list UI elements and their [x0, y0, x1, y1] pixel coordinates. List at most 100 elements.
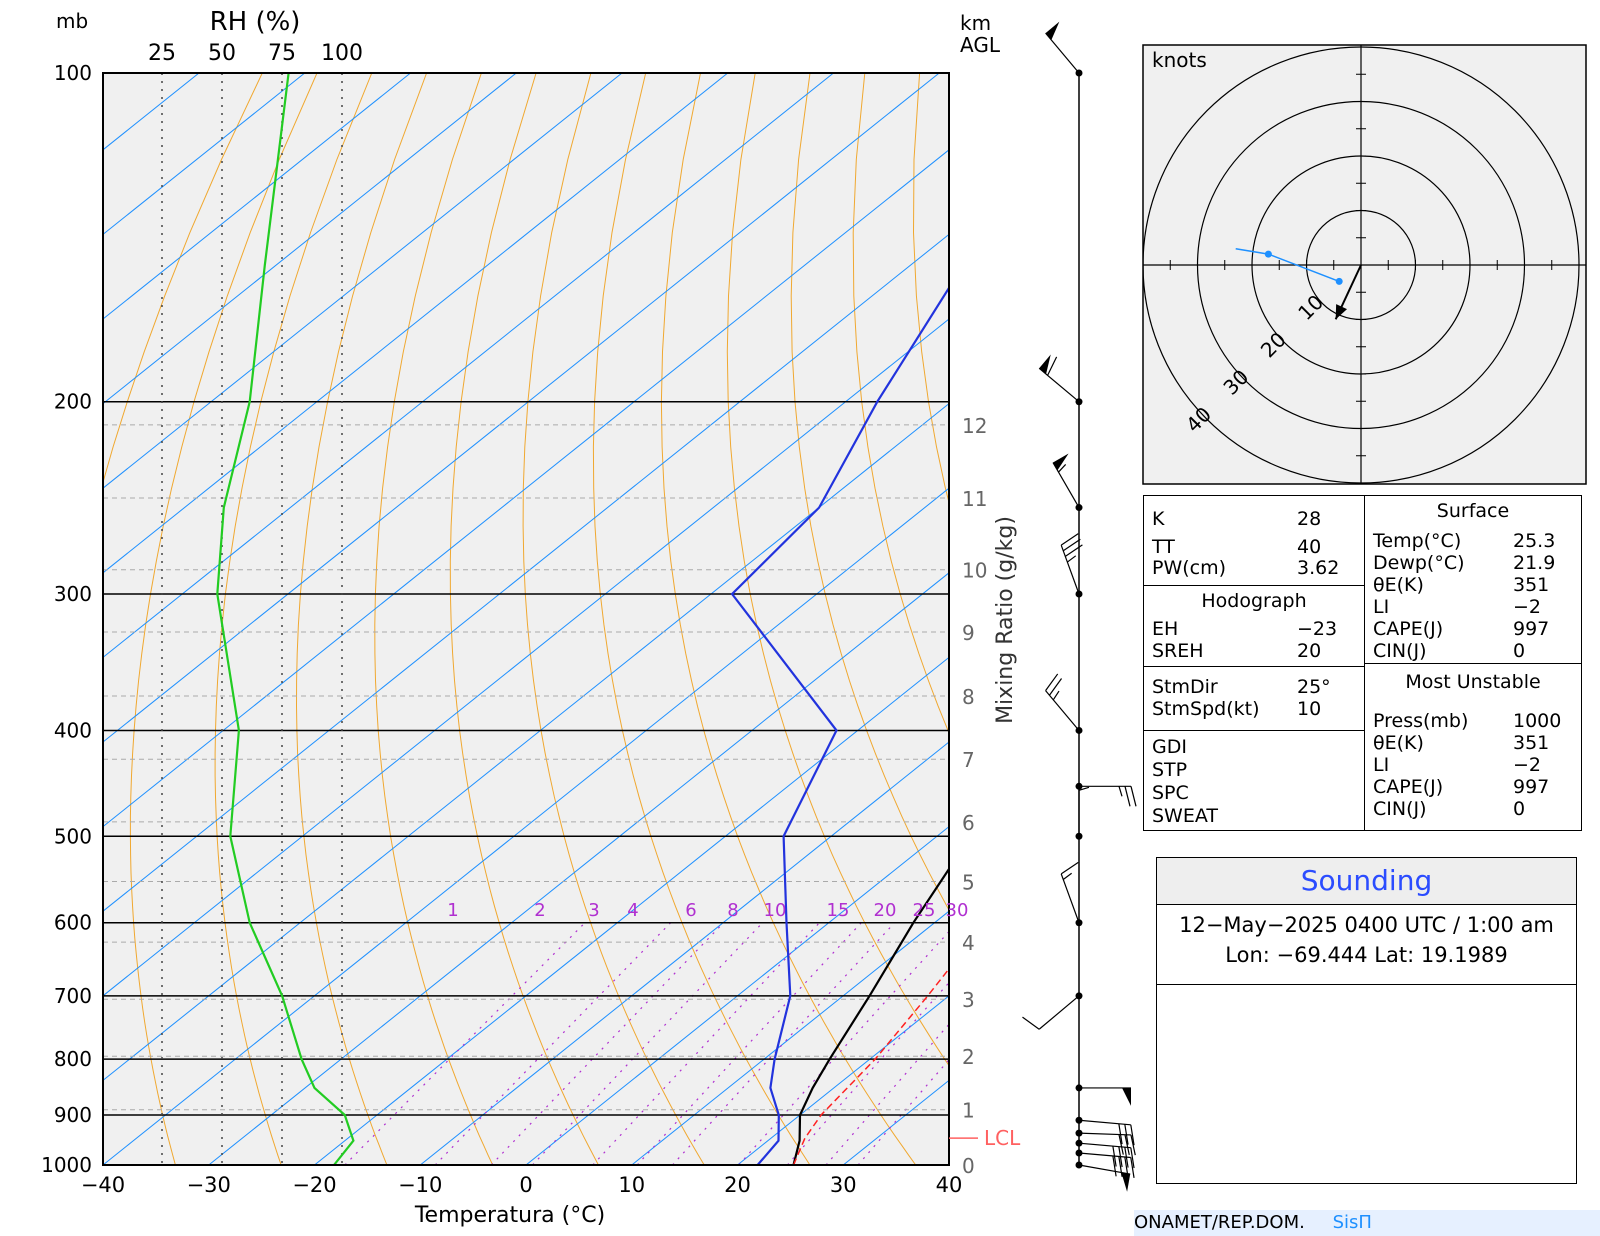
wind-barb-full [1130, 1124, 1135, 1146]
rh-tick-label: 100 [321, 41, 363, 66]
most-unstable-row-label: θE(K) [1373, 732, 1424, 754]
surface-title: Surface [1436, 500, 1510, 522]
isotherm [103, 73, 411, 320]
wind-barb-full [1130, 1157, 1135, 1178]
mixing-ratio-label: 25 [913, 900, 936, 921]
lcl-label: LCL [984, 1126, 1021, 1150]
footer-org: ONAMET/REP.DOM. [1134, 1212, 1305, 1233]
wind-barb-full [1124, 1124, 1129, 1145]
surface-row-value: 0 [1513, 640, 1526, 662]
wind-barb-full [1124, 1134, 1130, 1156]
stmspd-value: 10 [1297, 698, 1322, 720]
wind-barb-full [1130, 1147, 1135, 1169]
wind-barb-full [1022, 1016, 1040, 1030]
pressure-tick-label: 1000 [41, 1153, 92, 1177]
mixing-ratio-label: 1 [447, 900, 458, 921]
stmdir-value: 25° [1297, 676, 1331, 698]
surface-and-mu-panel: Surface Temp(°C) 25.3 Dewp(°C) 21.9 θE(K) 351… [1364, 495, 1582, 831]
relative-humidity-line [216, 73, 355, 1165]
wind-pennant [1053, 453, 1069, 471]
wind-barb-half [1078, 786, 1090, 791]
wind-barb [1075, 1084, 1131, 1106]
height-tick-label: 10 [962, 559, 987, 583]
surface-row-label: Temp(°C) [1373, 530, 1462, 552]
wind-barb [1038, 354, 1083, 406]
tt-index-label: TT [1152, 536, 1175, 558]
wind-barb [1022, 992, 1083, 1030]
wind-barb-full [1112, 1146, 1117, 1167]
wind-barb-full [1060, 861, 1079, 875]
wind-pennant [1122, 1087, 1131, 1106]
height-tick-label: 9 [962, 621, 975, 645]
sreh-label: SREH [1152, 640, 1204, 662]
isotherm [419, 741, 949, 1165]
isotherm [103, 73, 517, 405]
surface-row-label: Dewp(°C) [1373, 552, 1465, 574]
isotherm [103, 73, 729, 574]
wind-barb [1052, 453, 1083, 512]
wind-barb [1045, 21, 1083, 77]
tt-index-value: 40 [1297, 536, 1322, 558]
surface-row-value: 21.9 [1513, 552, 1556, 574]
mixing-ratio-label: 20 [874, 900, 897, 921]
height-tick-label: 6 [962, 811, 975, 835]
wind-pennant [1121, 1172, 1131, 1192]
mixing-ratio-label: 6 [685, 900, 696, 921]
sounding-datetime: 12−May−2025 0400 UTC / 1:00 am [1179, 913, 1554, 937]
isotherm [208, 572, 949, 1165]
dry-adiabat [852, 73, 949, 735]
temperature-tick-label: −20 [292, 1173, 336, 1197]
dry-adiabat [449, 73, 599, 1165]
surface-row: CAPE(J) 997 [1373, 618, 1573, 640]
wind-barb [1075, 784, 1090, 840]
most-unstable-row-label: CIN(J) [1373, 798, 1427, 820]
height-tick-label: 2 [962, 1045, 975, 1069]
rh-tick-label: 50 [208, 41, 236, 66]
pressure-tick-label: 800 [54, 1047, 92, 1071]
temperature-tick-label: 20 [724, 1173, 751, 1197]
wind-barb-full [1118, 1146, 1123, 1168]
isotherm [103, 149, 949, 828]
height-tick-label: 0 [962, 1154, 975, 1178]
most-unstable-row: LI −2 [1373, 754, 1573, 776]
temperature-tick-label: 40 [936, 1173, 963, 1197]
most-unstable-row: Press(mb) 1000 [1373, 710, 1573, 732]
wind-barb-half [1052, 690, 1060, 701]
surface-row-label: CAPE(J) [1373, 618, 1444, 640]
sreh-value: 20 [1297, 640, 1322, 662]
wind-barb-staff [1038, 995, 1080, 1030]
pressure-axis-label: mb [56, 9, 88, 33]
wind-barb-staff [1060, 544, 1080, 595]
wind-barb [1075, 1116, 1135, 1146]
wind-barb [1075, 1129, 1136, 1156]
surface-row: CIN(J) 0 [1373, 640, 1573, 662]
temperature-tick-label: −10 [398, 1173, 442, 1197]
k-index-label: K [1152, 508, 1165, 530]
most-unstable-row-label: Press(mb) [1373, 710, 1469, 732]
mixing-ratio-label: 10 [764, 900, 787, 921]
most-unstable-row: CAPE(J) 997 [1373, 776, 1573, 798]
surface-row-label: CIN(J) [1373, 640, 1427, 662]
temperature-tick-label: 30 [830, 1173, 857, 1197]
isotherm [631, 910, 949, 1165]
height-tick-label: 11 [962, 487, 987, 511]
most-unstable-row-label: LI [1373, 754, 1390, 776]
pressure-tick-label: 500 [54, 824, 92, 848]
wind-barb-full [1130, 1134, 1136, 1156]
mixing-ratio-label: 4 [627, 900, 638, 921]
hodograph-section-title: Hodograph [1201, 590, 1307, 612]
isotherm [103, 73, 623, 489]
dry-adiabat [592, 73, 811, 1165]
most-unstable-row-value: 1000 [1513, 710, 1562, 732]
most-unstable-row: CIN(J) 0 [1373, 798, 1573, 820]
sweat-label: SWEAT [1152, 805, 1218, 827]
temperature-tick-label: −30 [187, 1173, 231, 1197]
wind-barb-full [1060, 533, 1079, 546]
wind-barb-staff [1078, 1152, 1131, 1159]
surface-row: Temp(°C) 25.3 [1373, 530, 1573, 552]
most-unstable-row-label: CAPE(J) [1373, 776, 1444, 798]
most-unstable-title: Most Unstable [1405, 671, 1541, 693]
hodograph-plot [1143, 45, 1586, 484]
surface-row-value: 25.3 [1513, 530, 1556, 552]
wind-barb-half [1118, 786, 1123, 797]
